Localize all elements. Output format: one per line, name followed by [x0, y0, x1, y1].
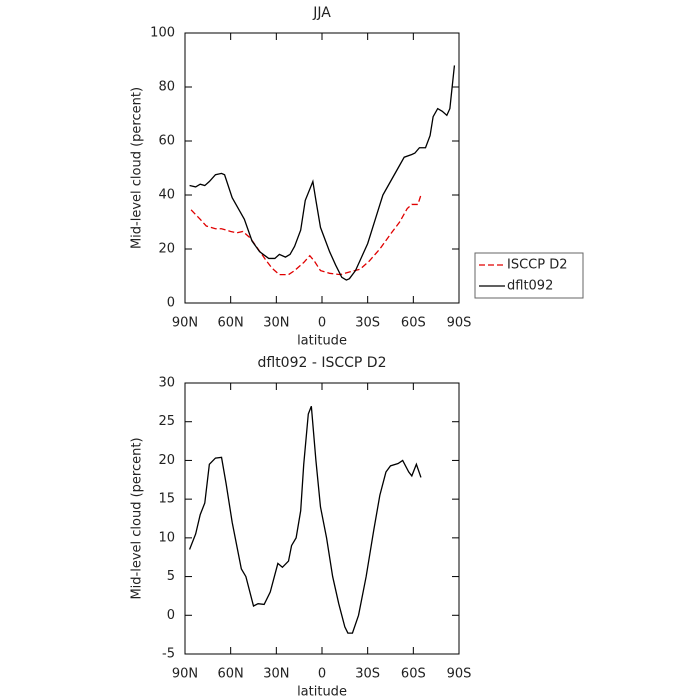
x-tick-label: 0: [318, 316, 326, 331]
y-tick-label: -5: [162, 647, 175, 662]
series-line: [188, 405, 422, 634]
series-line: [190, 194, 422, 276]
x-tick-label: 60S: [401, 316, 426, 331]
y-tick-label: 0: [167, 296, 175, 311]
plot-frame: [184, 32, 460, 304]
y-tick-label: 0: [167, 608, 175, 623]
plot-frame: [184, 382, 460, 655]
y-tick-label: 20: [158, 453, 175, 468]
x-tick-label: 90S: [447, 316, 472, 331]
chart-title: JJA: [312, 5, 331, 21]
x-tick-label: 30N: [263, 667, 289, 682]
x-tick-label: 90S: [447, 667, 472, 682]
x-tick-label: 90N: [172, 316, 198, 331]
y-tick-label: 30: [158, 376, 175, 391]
series-line: [189, 65, 456, 281]
x-tick-label: 60S: [401, 667, 426, 682]
y-tick-label: 20: [158, 242, 175, 257]
y-tick-label: 100: [150, 26, 175, 41]
y-tick-label: 60: [158, 134, 175, 149]
y-tick-label: 15: [158, 492, 175, 507]
x-axis-label: latitude: [297, 685, 347, 700]
y-axis-label: Mid-level cloud (percent): [130, 437, 145, 599]
chart-title: dflt092 - ISCCP D2: [257, 355, 386, 371]
x-tick-label: 30S: [355, 667, 380, 682]
y-tick-label: 10: [158, 530, 175, 545]
y-axis-label: Mid-level cloud (percent): [130, 87, 145, 249]
legend-label: dflt092: [507, 279, 553, 294]
legend-label: ISCCP D2: [507, 258, 568, 273]
x-tick-label: 30N: [263, 316, 289, 331]
y-tick-label: 40: [158, 188, 175, 203]
y-tick-label: 25: [158, 414, 175, 429]
x-tick-label: 0: [318, 667, 326, 682]
x-tick-label: 60N: [218, 316, 244, 331]
legend-box: [474, 252, 584, 299]
x-axis-label: latitude: [297, 334, 347, 349]
x-tick-label: 30S: [355, 316, 380, 331]
x-tick-label: 60N: [218, 667, 244, 682]
x-tick-label: 90N: [172, 667, 198, 682]
y-tick-label: 80: [158, 80, 175, 95]
y-tick-label: 5: [167, 569, 175, 584]
